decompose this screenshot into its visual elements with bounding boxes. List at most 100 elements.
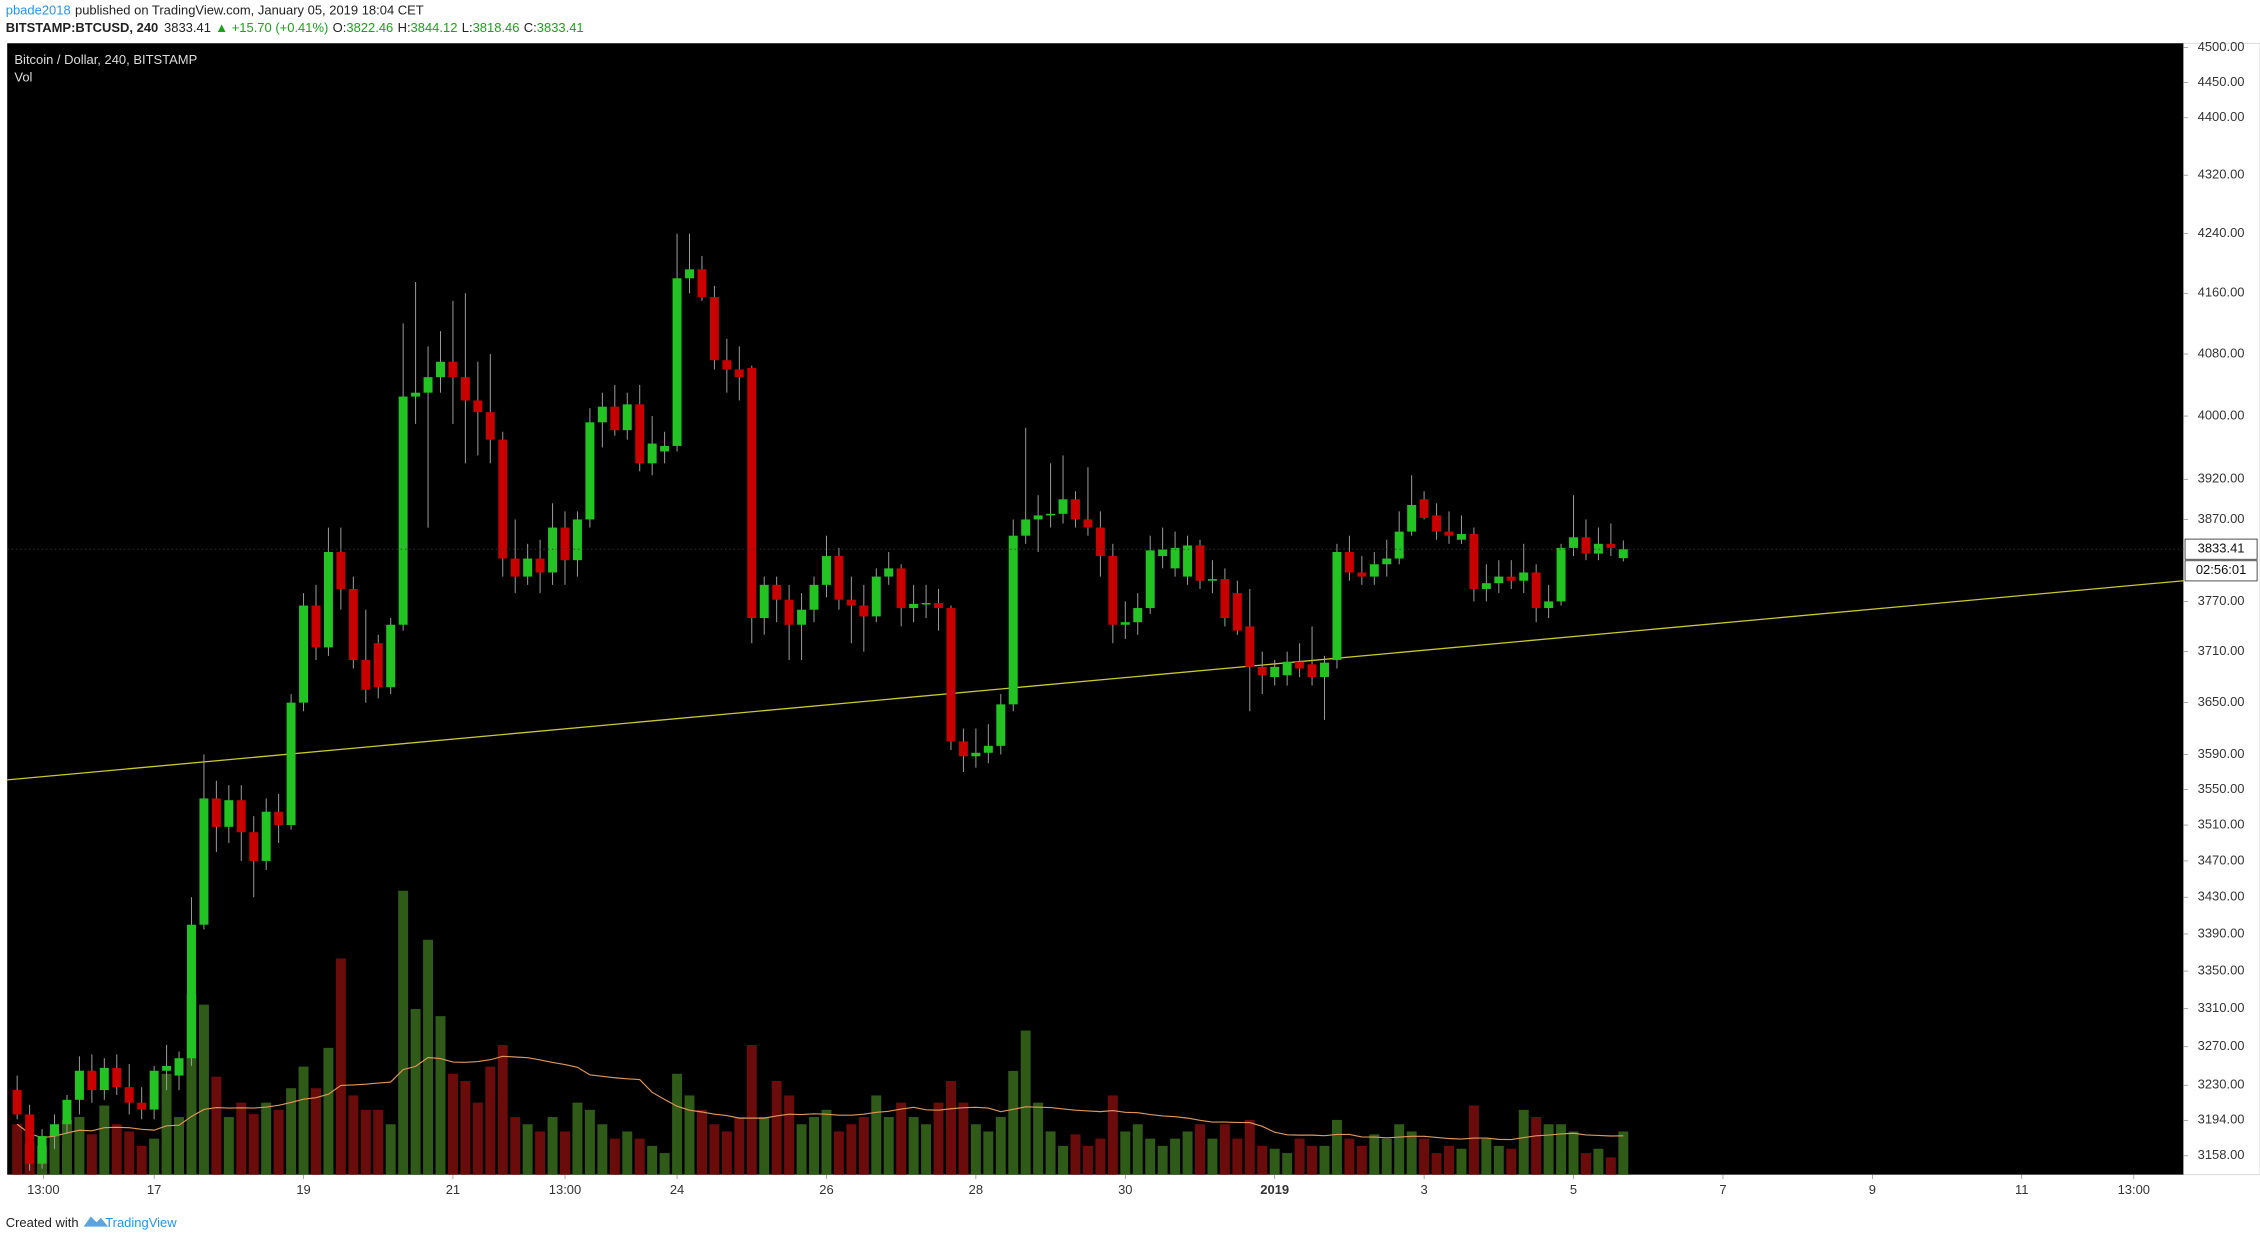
c-label: C: <box>524 20 537 35</box>
candle-body <box>361 660 371 690</box>
o-label: O: <box>333 20 347 35</box>
candle-body <box>647 443 657 464</box>
candle-body <box>610 406 620 431</box>
volume-bar <box>1045 1131 1056 1175</box>
candle-body <box>709 297 719 361</box>
volume-bar <box>1182 1131 1193 1175</box>
candle-body <box>261 811 271 861</box>
volume-bar <box>1020 1030 1031 1175</box>
volume-bar <box>535 1131 546 1175</box>
footer-brand[interactable]: TradingView <box>105 1215 177 1230</box>
candle-body <box>1095 527 1105 557</box>
candle-body <box>1593 543 1603 554</box>
volume-bar <box>1605 1157 1616 1175</box>
candle-body <box>871 576 881 617</box>
x-tick-label: 13:00 <box>549 1182 581 1197</box>
volume-bar <box>1145 1138 1156 1175</box>
change: ▲ +15.70 (+0.41%) <box>215 20 328 35</box>
volume-bar <box>1456 1148 1467 1175</box>
candle-body <box>1444 531 1454 536</box>
candle-body <box>560 527 570 561</box>
volume-bar <box>846 1124 857 1175</box>
volume-label: Vol <box>14 69 32 84</box>
x-tick-label: 3 <box>1421 1182 1428 1197</box>
candle-body <box>896 568 906 609</box>
volume-bar <box>86 1134 97 1175</box>
candle-body <box>622 404 632 431</box>
volume-bar <box>447 1073 458 1175</box>
candle-body <box>124 1087 134 1103</box>
volume-bar <box>510 1117 521 1175</box>
candle-body <box>1519 572 1529 581</box>
candle-body <box>1369 564 1379 577</box>
volume-bar <box>796 1124 807 1175</box>
candle-body <box>87 1070 97 1091</box>
volume-bar <box>1593 1148 1604 1175</box>
candle-body <box>909 603 919 609</box>
candle-body <box>797 609 807 625</box>
candle-body <box>1257 666 1267 676</box>
candle-body <box>137 1102 147 1110</box>
candle-body <box>996 704 1006 746</box>
candle-body <box>597 406 607 423</box>
y-tick-label: 3870.00 <box>2198 511 2245 526</box>
candle-body <box>1021 519 1031 536</box>
candle-body <box>859 605 869 617</box>
volume-bar <box>186 994 197 1175</box>
candle-body <box>535 558 545 573</box>
volume-bar <box>1157 1145 1168 1175</box>
l-label: L: <box>462 20 473 35</box>
volume-bar <box>746 1044 757 1175</box>
candle-body <box>572 519 582 561</box>
candle-body <box>348 588 358 661</box>
o-value: 3822.46 <box>346 20 393 35</box>
volume-bar <box>124 1131 135 1175</box>
y-tick-label: 3194.00 <box>2198 1112 2245 1127</box>
volume-bar <box>348 1095 359 1175</box>
candle-body <box>884 568 894 577</box>
candle-body <box>934 603 944 609</box>
volume-bar <box>883 1117 894 1175</box>
candle-body <box>311 605 321 648</box>
trendline <box>7 580 2184 781</box>
volume-bar <box>211 1076 222 1175</box>
y-tick-label: 4500.00 <box>2198 39 2245 54</box>
candle-body <box>821 556 831 585</box>
y-tick-label: 3310.00 <box>2198 1000 2245 1015</box>
x-tick-label: 9 <box>1869 1182 1876 1197</box>
volume-bar <box>609 1138 620 1175</box>
candle-body <box>1195 545 1205 581</box>
volume-bar <box>1070 1134 1081 1175</box>
x-tick-label: 19 <box>296 1182 310 1197</box>
candle-body <box>174 1058 184 1076</box>
volume-bar <box>136 1145 147 1175</box>
candle-body <box>1133 608 1143 623</box>
candle-body <box>74 1070 84 1100</box>
candle-body <box>1083 519 1093 528</box>
volume-bar <box>784 1095 795 1175</box>
y-tick-label: 4320.00 <box>2198 167 2245 182</box>
candle-body <box>585 422 595 520</box>
candle-body <box>50 1124 60 1137</box>
candle-body <box>1456 534 1466 540</box>
volume-bar <box>547 1117 558 1175</box>
volume-bar <box>323 1047 334 1175</box>
volume-bar <box>1518 1109 1529 1175</box>
y-tick-label: 3590.00 <box>2198 746 2245 761</box>
volume-bar <box>821 1109 832 1175</box>
candle-body <box>1120 622 1130 625</box>
volume-bar <box>647 1145 658 1175</box>
volume-bar <box>858 1117 869 1175</box>
volume-bar <box>161 1073 172 1175</box>
author[interactable]: pbade2018 <box>6 3 71 18</box>
volume-bar <box>236 1102 247 1175</box>
y-tick-label: 4450.00 <box>2198 74 2245 89</box>
candle-body <box>373 643 383 688</box>
candle-body <box>1357 572 1367 577</box>
x-tick-label: 5 <box>1570 1182 1577 1197</box>
volume-bar <box>1618 1131 1629 1175</box>
volume-bar <box>261 1102 272 1175</box>
candle-body <box>1332 551 1342 661</box>
volume-bar <box>684 1095 695 1175</box>
